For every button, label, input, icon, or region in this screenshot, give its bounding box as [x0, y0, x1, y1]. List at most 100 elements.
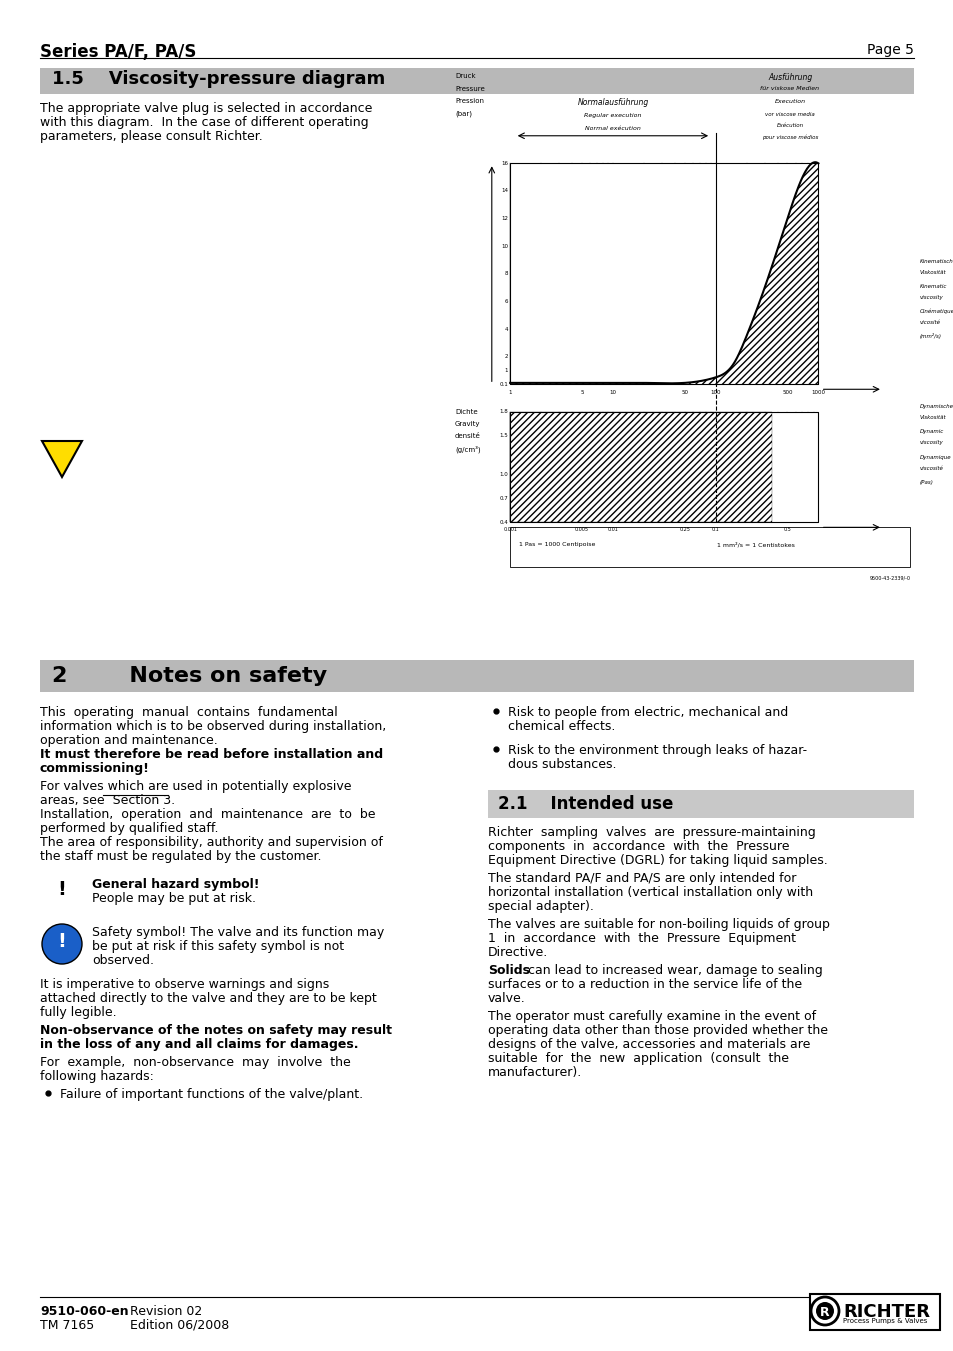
Text: Druck: Druck [455, 73, 476, 78]
Text: 1  in  accordance  with  the  Pressure  Equipment: 1 in accordance with the Pressure Equipm… [488, 932, 795, 944]
Text: in the loss of any and all claims for damages.: in the loss of any and all claims for da… [40, 1038, 358, 1051]
Text: valve.: valve. [488, 992, 525, 1005]
Text: (mm²/s): (mm²/s) [919, 334, 941, 339]
Text: !: ! [57, 932, 67, 951]
Text: It is imperative to observe warnings and signs: It is imperative to observe warnings and… [40, 978, 329, 992]
Text: Revision 02: Revision 02 [130, 1305, 202, 1319]
Text: Cinématique: Cinématique [919, 309, 953, 315]
Text: It must therefore be read before installation and: It must therefore be read before install… [40, 748, 383, 761]
Text: 0.7: 0.7 [498, 496, 507, 501]
Text: 10: 10 [609, 390, 616, 396]
Text: observed.: observed. [91, 954, 153, 967]
Text: 1: 1 [508, 390, 512, 396]
Text: Page 5: Page 5 [866, 43, 913, 57]
Text: Exécution: Exécution [776, 123, 802, 128]
Text: General hazard symbol!: General hazard symbol! [91, 878, 259, 892]
Text: Gravity: Gravity [455, 422, 480, 427]
Text: attached directly to the valve and they are to be kept: attached directly to the valve and they … [40, 992, 376, 1005]
Text: Installation,  operation  and  maintenance  are  to  be: Installation, operation and maintenance … [40, 808, 375, 821]
Text: Risk to the environment through leaks of hazar-: Risk to the environment through leaks of… [507, 744, 806, 757]
Text: RICHTER: RICHTER [842, 1302, 929, 1321]
Text: can lead to increased wear, damage to sealing: can lead to increased wear, damage to se… [523, 965, 821, 977]
Bar [809, 1294, 939, 1329]
Text: 12: 12 [500, 216, 507, 222]
Text: surfaces or to a reduction in the service life of the: surfaces or to a reduction in the servic… [488, 978, 801, 992]
Text: 8: 8 [504, 272, 507, 277]
Text: vicosité: vicosité [919, 320, 940, 326]
Text: Risk to people from electric, mechanical and: Risk to people from electric, mechanical… [507, 707, 787, 719]
Circle shape [810, 1297, 838, 1325]
Bar [510, 527, 909, 567]
Text: The valves are suitable for non-boiling liquids of group: The valves are suitable for non-boiling … [488, 917, 829, 931]
Text: Normal exécution: Normal exécution [584, 126, 640, 131]
Text: Equipment Directive (DGRL) for taking liquid samples.: Equipment Directive (DGRL) for taking li… [488, 854, 827, 867]
Text: The standard PA/F and PA/S are only intended for: The standard PA/F and PA/S are only inte… [488, 871, 796, 885]
Text: 10: 10 [500, 243, 507, 249]
Circle shape [42, 924, 82, 965]
Text: Dichte: Dichte [455, 409, 477, 415]
Text: 1 Pas = 1000 Centipoise: 1 Pas = 1000 Centipoise [518, 542, 596, 547]
Bar [488, 790, 913, 817]
Text: Process Pumps & Valves: Process Pumps & Valves [842, 1319, 926, 1324]
Bar [40, 661, 913, 692]
Circle shape [815, 1302, 833, 1320]
Text: performed by qualified staff.: performed by qualified staff. [40, 821, 218, 835]
Text: 6: 6 [504, 299, 507, 304]
Text: Series PA/F, PA/S: Series PA/F, PA/S [40, 43, 196, 61]
Text: Richter  sampling  valves  are  pressure-maintaining: Richter sampling valves are pressure-mai… [488, 825, 815, 839]
Text: fully legible.: fully legible. [40, 1006, 116, 1019]
Text: commissioning!: commissioning! [40, 762, 150, 775]
Text: Execution: Execution [774, 99, 804, 104]
Text: The operator must carefully examine in the event of: The operator must carefully examine in t… [488, 1011, 815, 1023]
Text: vor viscose media: vor viscose media [764, 112, 814, 116]
Text: with this diagram.  In the case of different operating: with this diagram. In the case of differ… [40, 116, 368, 128]
Text: Pressure: Pressure [455, 85, 484, 92]
Text: (g/cm³): (g/cm³) [455, 446, 480, 453]
Text: Kinematic: Kinematic [919, 284, 946, 289]
Text: chemical effects.: chemical effects. [507, 720, 615, 734]
Text: manufacturer).: manufacturer). [488, 1066, 581, 1079]
Text: Ausführung: Ausführung [767, 73, 811, 82]
Text: special adapter).: special adapter). [488, 900, 594, 913]
Bar [510, 163, 818, 384]
Text: components  in  accordance  with  the  Pressure: components in accordance with the Pressu… [488, 840, 789, 852]
Text: 500: 500 [781, 390, 792, 396]
Text: Edition 06/2008: Edition 06/2008 [130, 1319, 229, 1332]
Text: 50: 50 [680, 390, 687, 396]
Text: areas, see  Section 3.: areas, see Section 3. [40, 794, 175, 807]
Text: 0.25: 0.25 [679, 527, 689, 532]
Text: Directive.: Directive. [488, 946, 548, 959]
Text: Failure of important functions of the valve/plant.: Failure of important functions of the va… [60, 1088, 363, 1101]
Text: viscosité: viscosité [919, 466, 943, 470]
Text: R: R [820, 1306, 829, 1319]
Text: the staff must be regulated by the customer.: the staff must be regulated by the custo… [40, 850, 321, 863]
Text: 2        Notes on safety: 2 Notes on safety [52, 666, 327, 686]
Text: The appropriate valve plug is selected in accordance: The appropriate valve plug is selected i… [40, 101, 372, 115]
Text: Regular execution: Regular execution [583, 113, 641, 118]
Text: 0.5: 0.5 [782, 527, 791, 532]
Bar [510, 412, 771, 523]
Text: This  operating  manual  contains  fundamental: This operating manual contains fundament… [40, 707, 337, 719]
Text: pour viscose médios: pour viscose médios [761, 134, 818, 139]
Text: viscosity: viscosity [919, 295, 943, 300]
Text: Non-observance of the notes on safety may result: Non-observance of the notes on safety ma… [40, 1024, 392, 1038]
Text: Dynamische: Dynamische [919, 404, 953, 409]
Text: Dynamic: Dynamic [919, 430, 943, 435]
Text: be put at risk if this safety symbol is not: be put at risk if this safety symbol is … [91, 940, 344, 952]
Text: operating data other than those provided whether the: operating data other than those provided… [488, 1024, 827, 1038]
Text: 2: 2 [504, 354, 507, 359]
Text: 9510-060-en: 9510-060-en [40, 1305, 129, 1319]
Text: For  example,  non-observance  may  involve  the: For example, non-observance may involve … [40, 1056, 351, 1069]
Text: 0.001: 0.001 [502, 527, 517, 532]
Text: dous substances.: dous substances. [507, 758, 616, 771]
Text: 4: 4 [504, 327, 507, 331]
Text: 16: 16 [500, 161, 507, 166]
Text: (Pas): (Pas) [919, 480, 932, 485]
Text: 9500-43-2339/-0: 9500-43-2339/-0 [868, 576, 909, 580]
Text: Solids: Solids [488, 965, 530, 977]
Text: 100: 100 [710, 390, 720, 396]
Text: operation and maintenance.: operation and maintenance. [40, 734, 217, 747]
Text: 0.4: 0.4 [498, 520, 507, 524]
Text: 1: 1 [504, 367, 507, 373]
Text: 5: 5 [579, 390, 583, 396]
